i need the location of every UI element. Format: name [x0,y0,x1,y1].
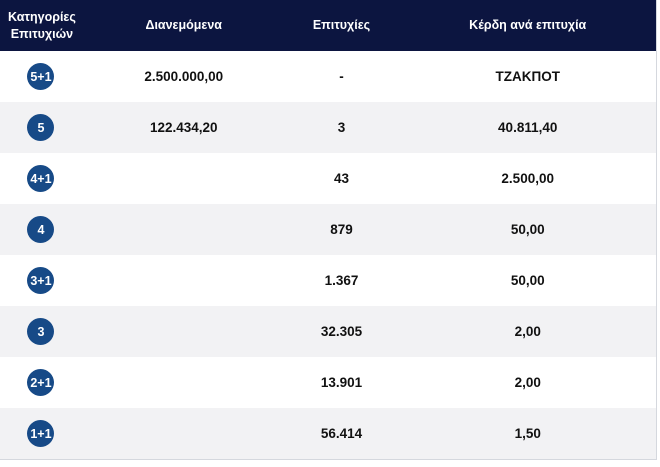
wins-cell: 1.367 [324,273,359,288]
table-row: 4+1 43 2.500,00 [0,153,656,204]
prize-cell: 1,50 [514,426,541,441]
table-row: 5+1 2.500.000,00 - ΤΖΑΚΠΟΤ [0,51,656,102]
prize-cell: 50,00 [510,273,545,288]
prize-cell: ΤΖΑΚΠΟΤ [495,69,560,84]
header-distributed: Διανεμόμενα [145,18,222,32]
distributed-cell: 122.434,20 [149,120,218,135]
table-header: Κατηγορίες Επιτυχιών Διανεμόμενα Επιτυχί… [0,0,656,51]
header-wins: Επιτυχίες [312,18,371,32]
category-badge: 2+1 [27,369,55,396]
wins-cell: 879 [330,222,353,237]
prize-cell: 2,00 [514,324,541,339]
header-categories-line2: Επιτυχιών [10,26,74,41]
category-badge: 1+1 [27,420,55,447]
prize-cell: 2,00 [514,375,541,390]
prize-cell: 40.811,40 [498,120,558,135]
table-row: 3+1 1.367 50,00 [0,255,656,306]
prize-cell: 2.500,00 [501,171,554,186]
category-badge: 4 [27,216,55,243]
category-badge: 5+1 [27,63,55,90]
table-row: 4 879 50,00 [0,204,656,255]
wins-cell: 13.901 [320,375,363,390]
header-prize-per-win: Κέρδη ανά επιτυχία [469,18,587,32]
header-categories-line1: Κατηγορίες [8,9,76,24]
table-row: 1+1 56.414 1,50 [0,408,656,459]
wins-cell: - [339,69,344,84]
wins-cell: 43 [333,171,349,186]
table-row: 3 32.305 2,00 [0,306,656,357]
table-row: 2+1 13.901 2,00 [0,357,656,408]
prize-cell: 50,00 [510,222,545,237]
wins-cell: 3 [337,120,346,135]
category-badge: 5 [27,114,55,141]
header-categories: Κατηγορίες Επιτυχιών [0,9,84,43]
category-badge: 3+1 [27,267,55,294]
category-badge: 4+1 [27,165,55,192]
distributed-cell: 2.500.000,00 [144,69,224,84]
table-row: 5 122.434,20 3 40.811,40 [0,102,656,153]
wins-cell: 56.414 [320,426,363,441]
category-badge: 3 [27,318,55,345]
wins-cell: 32.305 [320,324,363,339]
